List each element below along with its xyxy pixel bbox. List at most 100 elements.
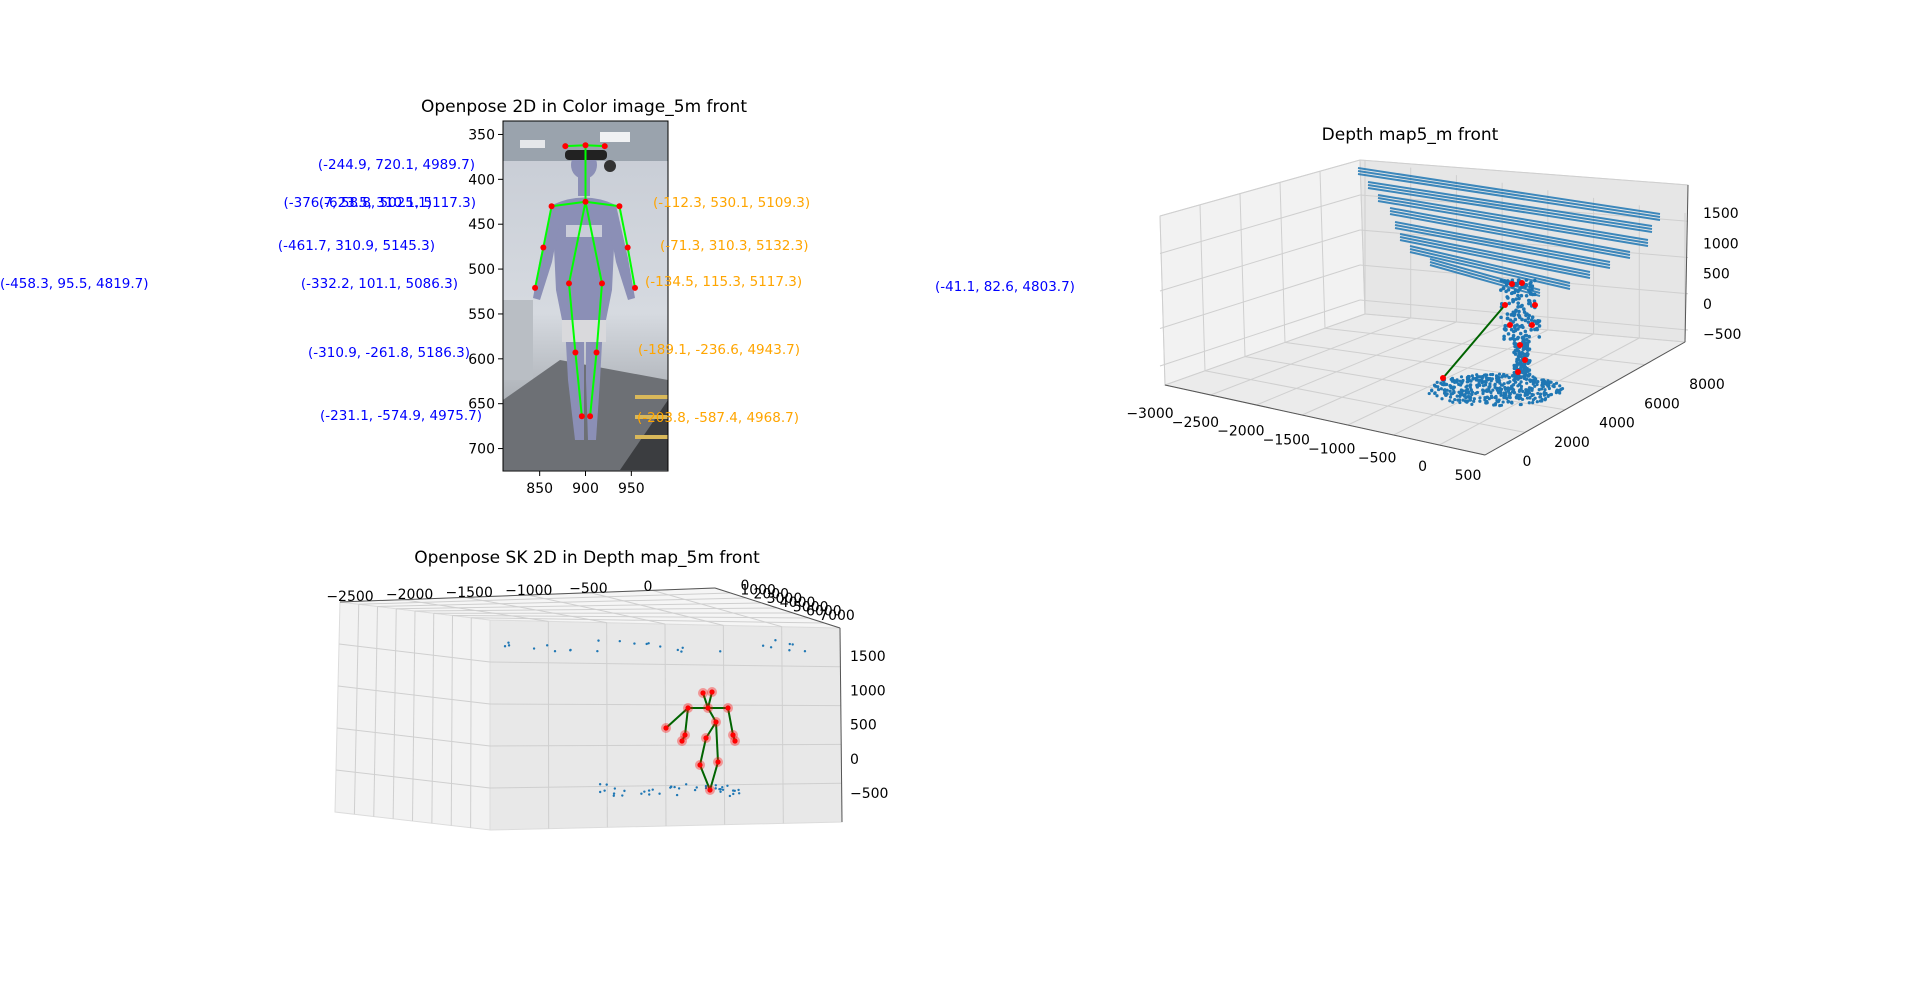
depth-point-row (1357, 170, 1661, 218)
y-tick-label: 2000 (1554, 435, 1590, 451)
depth-point (1451, 391, 1455, 396)
depth-point (603, 789, 606, 792)
depth-point (761, 644, 765, 647)
depth-point (1554, 381, 1559, 385)
depth-point (719, 650, 722, 653)
depth-point (1465, 380, 1469, 384)
skeleton-joint (624, 244, 631, 251)
depth-point (1435, 394, 1439, 398)
depth-point (1474, 391, 1478, 395)
depth-point (1480, 374, 1485, 379)
depth-point (1542, 390, 1546, 395)
depth-point (1517, 309, 1521, 314)
depth-point (1510, 400, 1514, 404)
depth-point (1537, 335, 1542, 339)
skeleton-joint (548, 203, 555, 210)
depth-point-row (1399, 236, 1591, 276)
depth-point (1478, 396, 1482, 400)
depth-point (507, 644, 511, 647)
depth-point (1516, 293, 1520, 298)
depth-point (612, 794, 615, 797)
depth-point (1505, 279, 1510, 284)
depth-point (1458, 394, 1462, 398)
depth-point (1558, 391, 1562, 395)
x-tick-label: −500 (569, 581, 607, 597)
depth-point-row (1357, 167, 1661, 215)
depth-point (1521, 339, 1525, 344)
depth-point (1522, 343, 1526, 347)
depth-point (1427, 391, 1431, 396)
depth-point (605, 783, 608, 786)
depth-point (1522, 307, 1526, 311)
skeleton-joint (1515, 369, 1521, 375)
skeleton-bone (699, 764, 711, 791)
depth-point (1512, 325, 1517, 330)
depth-point (714, 787, 717, 790)
annotation-right: (-134.5, 115.3, 5117.3) (645, 274, 802, 290)
depth-point (1535, 382, 1539, 387)
depth-point (1529, 318, 1534, 322)
depth-point (647, 642, 650, 645)
depth-point (1472, 397, 1476, 401)
depth-point (1512, 391, 1516, 395)
depth-point (597, 639, 600, 642)
depth-point (1525, 388, 1529, 392)
depth-point (670, 785, 673, 788)
depth-point (1499, 278, 1504, 283)
depth-point (1514, 297, 1518, 301)
depth-point (643, 790, 646, 793)
title-color-image: Openpose 2D in Color image_5m front (421, 97, 747, 117)
depth-point (728, 794, 732, 798)
depth-point (1505, 312, 1510, 316)
skeleton-bone (574, 352, 583, 417)
depth-point (1543, 396, 1548, 401)
depth-point (1521, 347, 1526, 352)
depth-point (1526, 373, 1530, 378)
skeleton-joint (1519, 280, 1525, 286)
skeleton-joint (1517, 342, 1523, 348)
y-tick-label: 500 (468, 262, 495, 278)
depth-point (732, 792, 735, 796)
depth-point (1484, 375, 1488, 379)
depth-point (1537, 388, 1541, 392)
depth-point (1508, 392, 1512, 396)
depth-point (1560, 386, 1565, 391)
depth-point (1536, 391, 1540, 396)
depth-point (633, 642, 636, 645)
depth-point (1502, 391, 1506, 395)
depth-point (1488, 376, 1492, 381)
depth-point (1478, 378, 1483, 382)
depth-point (1462, 394, 1466, 398)
depth-point (1522, 310, 1527, 314)
depth-point (676, 648, 679, 652)
skeleton-joint (713, 719, 719, 725)
depth-point (721, 785, 724, 789)
depth-point (1467, 395, 1471, 399)
y-tick-label: 600 (468, 352, 495, 368)
color-image (503, 121, 668, 471)
depth-point (1433, 391, 1437, 396)
depth-point (693, 788, 697, 792)
skeleton-bone (705, 721, 717, 739)
depth-point (1459, 388, 1463, 392)
depth-point (1503, 385, 1507, 390)
depth-point (704, 784, 708, 788)
depth-point (1487, 397, 1491, 401)
depth-point-row (1389, 213, 1631, 259)
depth-point (1443, 388, 1447, 392)
skeleton-joint (540, 244, 547, 251)
depth-point (1464, 391, 1468, 395)
y-tick-label: 2000 (753, 587, 789, 603)
depth-point (677, 787, 681, 790)
depth-point (1532, 319, 1537, 323)
depth-point (1445, 392, 1449, 396)
skeleton-bone (551, 200, 586, 208)
depth-point (1475, 383, 1479, 387)
depth-point (1507, 301, 1512, 306)
x-tick-label: −2500 (326, 589, 373, 605)
depth-point (1507, 376, 1511, 380)
depth-point (1489, 372, 1493, 377)
depth-point (1519, 384, 1524, 389)
skeleton-joint (707, 787, 713, 793)
depth-point (1505, 295, 1509, 299)
